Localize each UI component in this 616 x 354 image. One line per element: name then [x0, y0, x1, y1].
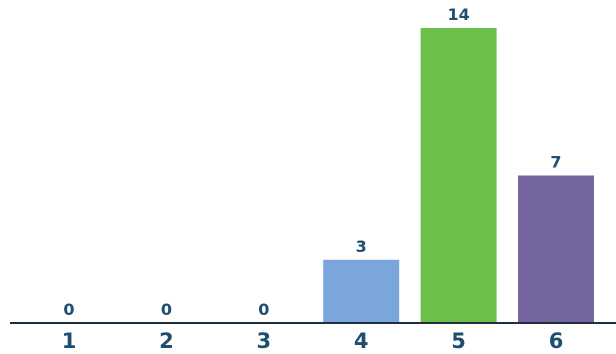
value-label-2: 0	[161, 300, 172, 319]
value-label-1: 0	[63, 300, 74, 319]
x-tick-label-6: 6	[549, 329, 564, 353]
value-labels-layer: 0 0 0 3 14 7	[63, 5, 561, 319]
value-label-4: 3	[356, 237, 367, 256]
bar-4	[323, 259, 400, 323]
x-tick-label-1: 1	[62, 329, 77, 353]
x-tick-label-5: 5	[451, 329, 466, 353]
bar-5	[420, 28, 497, 323]
value-label-6: 7	[550, 153, 561, 172]
value-label-3: 0	[258, 300, 269, 319]
bars-layer	[323, 28, 594, 323]
x-tick-labels-layer: 1 2 3 4 5 6	[62, 329, 564, 353]
x-tick-label-2: 2	[159, 329, 174, 353]
x-tick-label-3: 3	[256, 329, 271, 353]
x-tick-label-4: 4	[354, 329, 369, 353]
bar-6	[518, 175, 594, 323]
value-label-5: 14	[447, 5, 469, 24]
